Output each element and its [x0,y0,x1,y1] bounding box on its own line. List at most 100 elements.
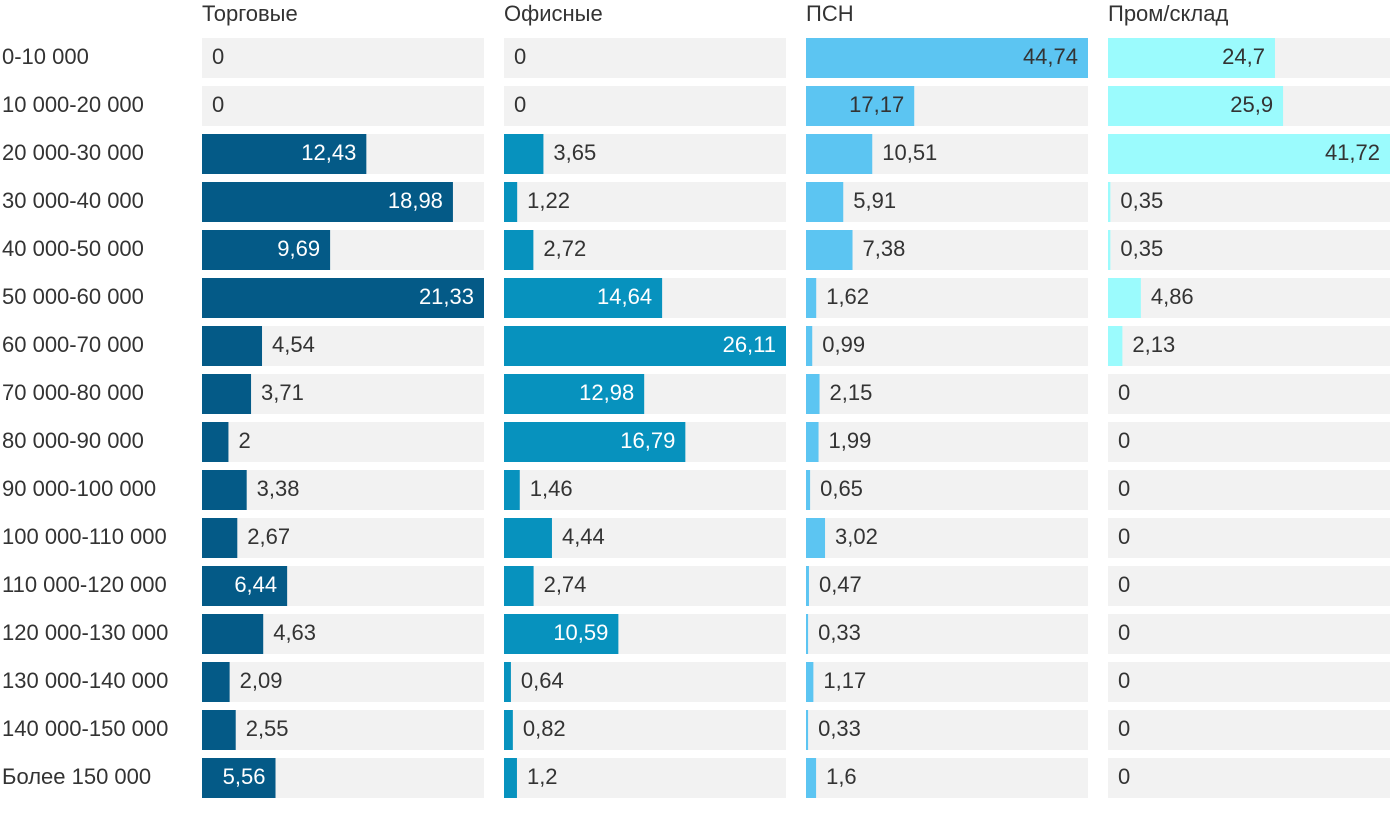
bar-track [806,758,1088,798]
value-label: 4,44 [562,524,605,549]
bar-track [806,662,1088,702]
value-label: 0,35 [1120,236,1163,261]
bar [202,182,453,222]
row-label: 110 000-120 000 [2,572,167,597]
value-label: 0 [1118,668,1130,693]
bar [806,470,811,510]
bar [806,422,819,462]
bar-track [504,662,786,702]
value-label: 0,47 [819,572,862,597]
bar [1108,134,1390,174]
bar [504,326,786,366]
row-label: 40 000-50 000 [2,236,144,261]
value-label: 12,98 [579,380,634,405]
value-label: 12,43 [301,140,356,165]
bar [202,710,236,750]
bar-track [806,182,1088,222]
bar [806,710,809,750]
bar-track [1108,758,1390,798]
bar-track [1108,374,1390,414]
bar [504,182,518,222]
value-label: 1,62 [826,284,869,309]
value-label: 3,38 [257,476,300,501]
bar-track [806,566,1088,606]
value-label: 3,02 [835,524,878,549]
value-label: 2,15 [830,380,873,405]
row-label: 60 000-70 000 [2,332,144,357]
bar-track [202,86,484,126]
bar [1108,86,1284,126]
bar [806,566,809,606]
bar-track [504,182,786,222]
row-label: 130 000-140 000 [2,668,168,693]
row-label: 140 000-150 000 [2,716,168,741]
value-label: 0,99 [822,332,865,357]
bar [806,230,853,270]
value-label: 0 [514,92,526,117]
value-label: 1,22 [527,188,570,213]
value-label: 0 [514,44,526,69]
bar-track [202,518,484,558]
bar [504,134,544,174]
value-label: 0,64 [521,668,564,693]
value-label: 4,86 [1151,284,1194,309]
bar [1108,182,1111,222]
bar [806,614,809,654]
bar [806,134,873,174]
value-label: 2,74 [544,572,587,597]
value-label: 0 [212,44,224,69]
value-label: 0 [1118,620,1130,645]
value-label: 2,13 [1132,332,1175,357]
bar [504,566,534,606]
value-label: 1,46 [530,476,573,501]
value-label: 2 [238,428,250,453]
bar [504,278,663,318]
bar [202,326,263,366]
bar-track [1108,566,1390,606]
bar [202,470,247,510]
bar-track [806,710,1088,750]
bar-track [202,470,484,510]
bar-track [806,230,1088,270]
bar-track [504,38,786,78]
panel-title: Офисные [504,1,603,26]
bar-track [202,38,484,78]
bar [1108,278,1141,318]
bar-track [202,662,484,702]
value-label: 0 [1118,716,1130,741]
row-label: 80 000-90 000 [2,428,144,453]
value-label: 5,91 [853,188,896,213]
row-label: 100 000-110 000 [2,524,167,549]
bar [202,278,484,318]
value-label: 1,17 [823,668,866,693]
bar-track [504,710,786,750]
bar-track [806,278,1088,318]
row-label: Более 150 000 [2,764,151,789]
bar [504,374,645,414]
value-label: 41,72 [1325,140,1380,165]
panel-title: Пром/склад [1108,1,1228,26]
bar-track [1108,710,1390,750]
bar [806,86,915,126]
bar [202,422,229,462]
value-label: 3,65 [553,140,596,165]
bar-track [1108,518,1390,558]
bar [504,422,686,462]
bar [806,662,814,702]
bar [202,662,230,702]
bar-track [202,710,484,750]
bar [806,326,813,366]
bar-track [1108,230,1390,270]
bar-track [504,758,786,798]
value-label: 2,55 [246,716,289,741]
bar-track [1108,182,1390,222]
bar [1108,230,1111,270]
value-label: 10,51 [882,140,937,165]
bar-track [504,470,786,510]
bar [806,182,844,222]
bar [202,374,252,414]
value-label: 2,72 [543,236,586,261]
bar [504,614,619,654]
bar-track [1108,278,1390,318]
value-label: 44,74 [1023,44,1078,69]
